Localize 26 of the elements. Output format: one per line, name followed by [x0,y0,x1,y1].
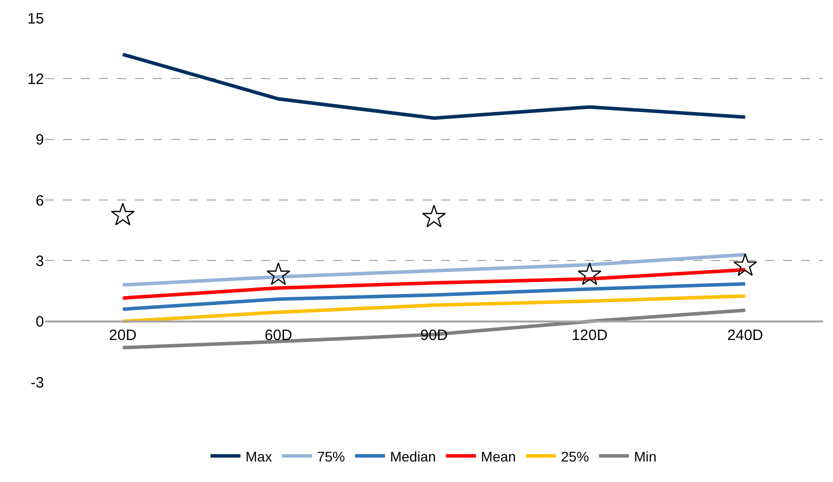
y-tick-label: 3 [36,252,44,270]
line-series [121,294,747,324]
y-tick-label: 12 [27,70,44,88]
legend-label: 75% [316,448,345,464]
y-tick-label: 6 [36,192,44,210]
legend-label: Min [634,448,657,464]
legend-label: 25% [560,448,589,464]
point [578,262,602,286]
line-series [121,52,747,120]
x-tick-label: 20D [109,327,137,344]
point [266,262,290,286]
line-series [121,282,747,311]
point [422,204,446,228]
y-tick-label: 0 [36,314,44,331]
point [110,202,135,226]
legend-label: Median [390,448,436,464]
point [733,253,758,276]
y-tick-label: 15 [27,10,44,28]
legend-label: Max [246,448,272,464]
y-tick-label: 9 [36,132,44,149]
y-tick-label: -3 [30,374,44,392]
legend-label: Mean [480,448,516,464]
x-tick-label: 60D [264,327,292,344]
x-tick-label: 120D [572,327,608,344]
x-tick-label: 240D [727,327,764,344]
x-tick-label: 90D [420,327,448,344]
